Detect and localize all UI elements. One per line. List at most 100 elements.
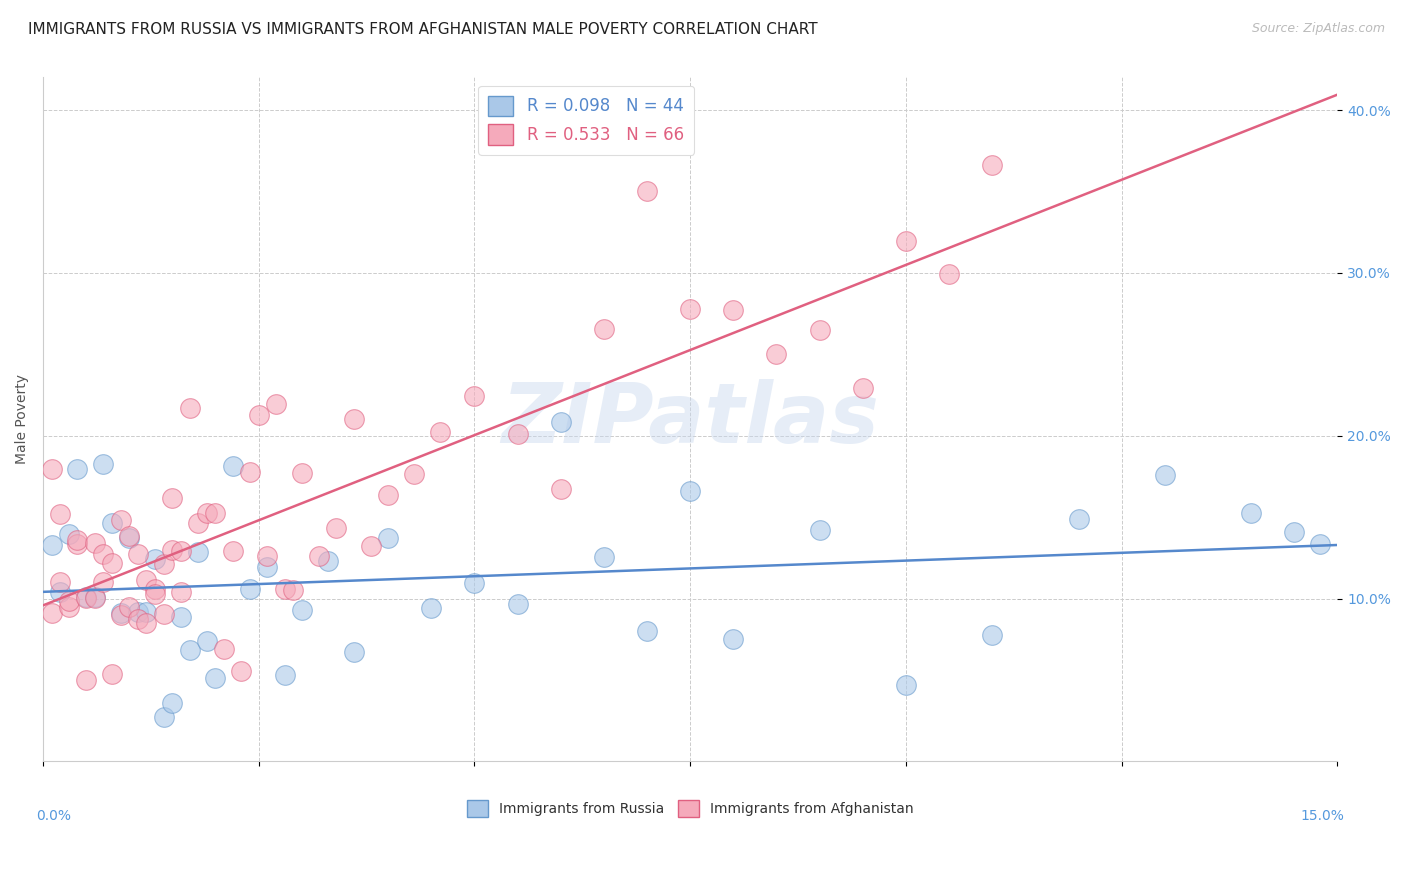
Point xyxy=(239,466,262,480)
Point xyxy=(506,427,529,442)
Point xyxy=(66,533,89,547)
Point xyxy=(66,537,89,551)
Point xyxy=(58,599,80,614)
Point xyxy=(429,425,451,440)
Point xyxy=(256,549,278,564)
Point xyxy=(110,513,132,527)
Point xyxy=(273,668,295,682)
Text: Source: ZipAtlas.com: Source: ZipAtlas.com xyxy=(1251,22,1385,36)
Point xyxy=(143,552,166,566)
Point xyxy=(239,582,262,596)
Point xyxy=(143,582,166,596)
Text: IMMIGRANTS FROM RUSSIA VS IMMIGRANTS FROM AFGHANISTAN MALE POVERTY CORRELATION C: IMMIGRANTS FROM RUSSIA VS IMMIGRANTS FRO… xyxy=(28,22,818,37)
Point xyxy=(636,624,658,639)
Point xyxy=(187,545,209,559)
Point xyxy=(1240,506,1263,520)
Point xyxy=(143,587,166,601)
Point xyxy=(283,582,305,597)
Point xyxy=(981,157,1004,171)
Point xyxy=(101,556,124,570)
Point xyxy=(231,664,253,678)
Point xyxy=(83,591,105,605)
Point xyxy=(41,539,63,553)
Point xyxy=(162,696,184,710)
Point xyxy=(195,507,218,521)
Point xyxy=(256,559,278,574)
Point xyxy=(58,526,80,541)
Point xyxy=(291,466,314,480)
Point xyxy=(127,605,149,619)
Point xyxy=(592,322,614,336)
Point xyxy=(723,632,745,647)
Text: 15.0%: 15.0% xyxy=(1301,809,1344,823)
Point xyxy=(204,506,226,520)
Point xyxy=(41,606,63,620)
Point xyxy=(83,590,105,604)
Point xyxy=(420,601,443,615)
Point xyxy=(135,616,157,631)
Point xyxy=(342,411,364,425)
Text: ZIPatlas: ZIPatlas xyxy=(501,379,879,460)
Point xyxy=(506,597,529,611)
Point xyxy=(463,389,485,403)
Point xyxy=(127,611,149,625)
Point xyxy=(592,549,614,564)
Point xyxy=(110,608,132,623)
Point xyxy=(75,591,97,605)
Point xyxy=(723,302,745,317)
Point xyxy=(636,185,658,199)
Point xyxy=(179,401,201,415)
Point xyxy=(273,582,295,596)
Point xyxy=(170,585,193,599)
Point xyxy=(247,408,270,422)
Point xyxy=(170,610,193,624)
Point xyxy=(852,381,875,395)
Point xyxy=(316,554,339,568)
Point xyxy=(162,543,184,558)
Point xyxy=(110,606,132,620)
Point xyxy=(981,628,1004,642)
Point xyxy=(195,634,218,648)
Point xyxy=(679,484,702,499)
Point xyxy=(402,467,425,482)
Point xyxy=(162,491,184,505)
Point xyxy=(222,458,245,473)
Point xyxy=(1284,524,1306,539)
Point xyxy=(49,507,72,521)
Point xyxy=(152,710,174,724)
Point xyxy=(179,642,201,657)
Legend: Immigrants from Russia, Immigrants from Afghanistan: Immigrants from Russia, Immigrants from … xyxy=(461,795,920,822)
Point xyxy=(550,415,572,429)
Point xyxy=(66,462,89,476)
Point xyxy=(1309,537,1331,551)
Point xyxy=(91,547,114,561)
Point xyxy=(58,594,80,608)
Point xyxy=(49,574,72,589)
Point xyxy=(118,532,141,546)
Point xyxy=(118,528,141,542)
Point xyxy=(91,457,114,471)
Point xyxy=(679,301,702,316)
Point xyxy=(152,557,174,571)
Point xyxy=(222,544,245,558)
Point xyxy=(342,645,364,659)
Point xyxy=(765,347,787,361)
Point xyxy=(75,673,97,687)
Point xyxy=(264,397,287,411)
Point xyxy=(152,607,174,622)
Point xyxy=(41,462,63,476)
Text: 0.0%: 0.0% xyxy=(37,809,72,823)
Point xyxy=(550,483,572,497)
Point xyxy=(170,544,193,558)
Point xyxy=(187,516,209,530)
Point xyxy=(808,323,831,337)
Point xyxy=(91,575,114,590)
Point xyxy=(291,603,314,617)
Point xyxy=(83,535,105,549)
Point xyxy=(894,678,917,692)
Point xyxy=(894,234,917,248)
Point xyxy=(808,524,831,538)
Point xyxy=(377,488,399,502)
Point xyxy=(127,547,149,561)
Point xyxy=(377,532,399,546)
